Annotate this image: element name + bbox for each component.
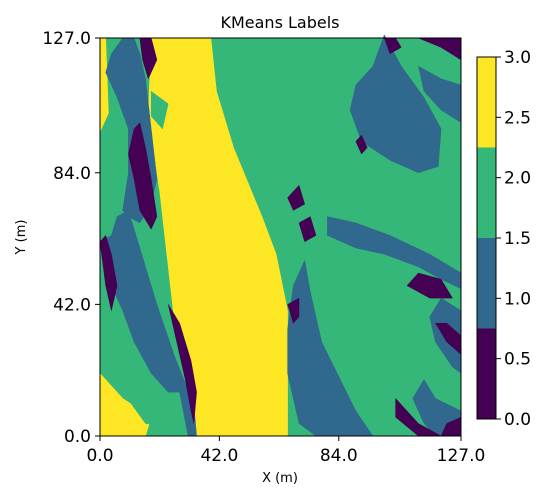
y-tick-label-3: 127.0 <box>42 29 91 49</box>
colorbar-segment-1 <box>477 238 496 329</box>
heatmap-regions <box>99 34 462 437</box>
y-axis: 0.0 42.0 84.0 127.0 <box>42 29 100 447</box>
chart-title: KMeans Labels <box>220 13 339 32</box>
plot-area <box>99 34 462 437</box>
region-label-2-8 <box>321 260 425 406</box>
y-axis-label: Y (m) <box>14 220 29 256</box>
plot-frame <box>99 37 462 437</box>
colorbar-segment-2 <box>477 147 496 238</box>
colorbar-tick-label-1: 0.5 <box>504 350 531 370</box>
x-tick-label-1: 42.0 <box>200 446 238 466</box>
x-axis: 0.0 42.0 84.0 127.0 <box>86 436 485 466</box>
region-label-0-30 <box>355 134 368 155</box>
region-label-0-20 <box>167 304 197 424</box>
colorbar-tick-label-2: 1.0 <box>504 289 531 309</box>
region-label-1-9 <box>349 34 442 174</box>
colorbar-tick-label-4: 2.0 <box>504 169 531 189</box>
region-label-0-28 <box>406 272 453 299</box>
region-label-0-23 <box>287 184 305 211</box>
region-label-1-13 <box>287 259 374 437</box>
y-tick-label-1: 42.0 <box>53 295 91 315</box>
region-label-0-17 <box>128 122 158 230</box>
x-axis-label: X (m) <box>262 471 298 486</box>
region-label-0-22 <box>298 216 317 243</box>
colorbar-segment-3 <box>477 57 496 148</box>
region-label-2-5 <box>105 341 169 427</box>
region-label-0-18 <box>99 234 118 311</box>
colorbar: 0.0 0.5 1.0 1.5 2.0 2.5 3.0 <box>476 48 531 430</box>
colorbar-tick-label-5: 2.5 <box>504 108 531 128</box>
colorbar-tick-label-6: 3.0 <box>504 48 531 68</box>
x-tick-label-3: 127.0 <box>437 446 486 466</box>
y-tick-label-2: 84.0 <box>53 164 91 184</box>
region-label-0-21 <box>287 297 300 324</box>
colorbar-tick-label-3: 1.5 <box>504 229 531 249</box>
region-label-2-4 <box>150 90 169 130</box>
colorbar-segment-0 <box>477 328 496 419</box>
colorbar-tick-label-0: 0.0 <box>504 410 531 430</box>
x-tick-label-2: 84.0 <box>320 446 358 466</box>
x-tick-label-0: 0.0 <box>86 446 113 466</box>
y-tick-label-0: 0.0 <box>64 427 91 447</box>
